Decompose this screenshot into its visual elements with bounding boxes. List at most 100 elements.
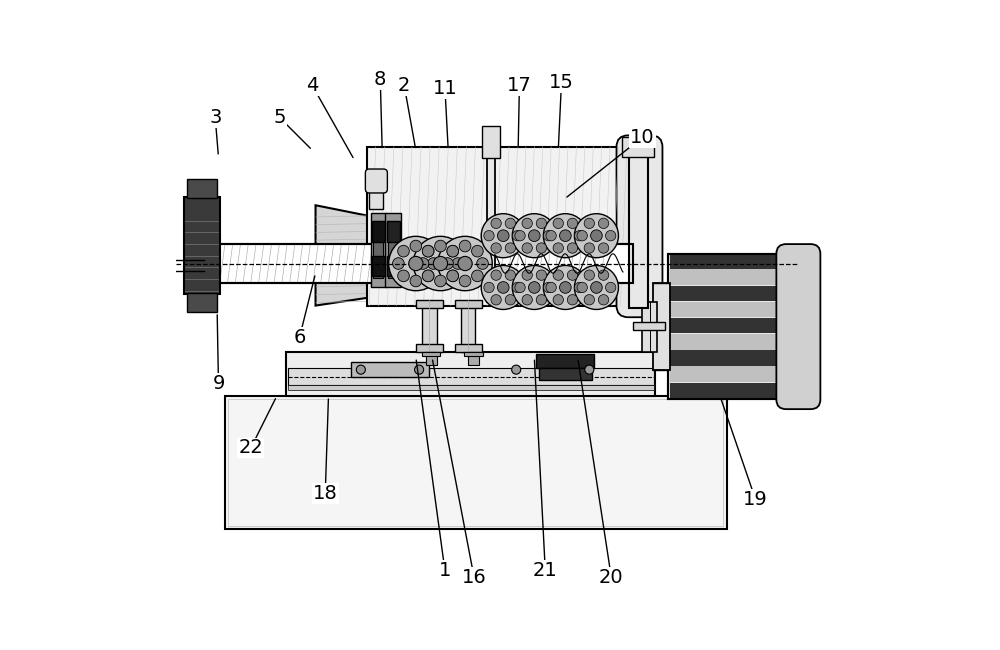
Bar bbox=[464, 352, 483, 356]
Bar bbox=[351, 362, 429, 377]
Bar bbox=[668, 254, 788, 400]
Circle shape bbox=[433, 256, 448, 270]
Circle shape bbox=[543, 214, 587, 257]
Circle shape bbox=[417, 257, 429, 269]
Circle shape bbox=[415, 365, 424, 374]
Circle shape bbox=[409, 256, 423, 270]
Text: 18: 18 bbox=[313, 484, 338, 503]
Circle shape bbox=[422, 270, 434, 281]
Circle shape bbox=[435, 240, 446, 252]
Bar bbox=[184, 197, 220, 294]
Circle shape bbox=[536, 270, 547, 280]
Bar bbox=[385, 213, 401, 287]
Circle shape bbox=[447, 270, 459, 281]
Circle shape bbox=[546, 231, 556, 241]
Circle shape bbox=[577, 231, 587, 241]
Text: 19: 19 bbox=[743, 490, 768, 509]
Circle shape bbox=[491, 270, 501, 280]
Circle shape bbox=[543, 282, 554, 293]
Circle shape bbox=[422, 270, 434, 281]
Circle shape bbox=[512, 214, 556, 257]
Bar bbox=[225, 396, 727, 529]
Text: 8: 8 bbox=[374, 70, 386, 88]
Bar bbox=[455, 300, 482, 308]
Bar bbox=[286, 352, 655, 396]
Circle shape bbox=[522, 294, 532, 305]
Circle shape bbox=[428, 257, 439, 269]
Circle shape bbox=[422, 245, 434, 257]
Circle shape bbox=[491, 218, 501, 229]
Circle shape bbox=[522, 243, 532, 254]
Circle shape bbox=[553, 294, 563, 305]
Circle shape bbox=[528, 281, 540, 293]
Circle shape bbox=[598, 294, 609, 305]
Bar bbox=[416, 344, 443, 352]
Text: 11: 11 bbox=[433, 79, 457, 98]
Bar bbox=[371, 213, 386, 287]
Circle shape bbox=[505, 294, 516, 305]
Circle shape bbox=[598, 270, 609, 280]
Circle shape bbox=[497, 281, 509, 293]
Circle shape bbox=[512, 231, 523, 241]
Circle shape bbox=[484, 282, 494, 293]
Bar bbox=[373, 222, 383, 278]
Bar bbox=[482, 125, 500, 158]
Circle shape bbox=[522, 270, 532, 280]
Circle shape bbox=[481, 214, 525, 257]
Circle shape bbox=[574, 231, 585, 241]
Circle shape bbox=[536, 294, 547, 305]
Circle shape bbox=[560, 281, 571, 293]
Circle shape bbox=[447, 245, 459, 257]
Polygon shape bbox=[316, 205, 380, 306]
Bar bbox=[468, 352, 479, 365]
Circle shape bbox=[512, 282, 523, 293]
Bar bbox=[461, 302, 475, 352]
Circle shape bbox=[574, 265, 618, 309]
Circle shape bbox=[574, 214, 618, 257]
Circle shape bbox=[598, 218, 609, 229]
Bar bbox=[622, 137, 654, 157]
Circle shape bbox=[459, 275, 471, 287]
FancyBboxPatch shape bbox=[616, 135, 662, 317]
Circle shape bbox=[410, 240, 422, 252]
FancyBboxPatch shape bbox=[365, 169, 387, 193]
Bar bbox=[629, 146, 648, 307]
Circle shape bbox=[447, 245, 459, 257]
Text: 22: 22 bbox=[238, 439, 263, 458]
Circle shape bbox=[522, 218, 532, 229]
Circle shape bbox=[584, 218, 594, 229]
Bar bbox=[228, 400, 723, 526]
Circle shape bbox=[528, 230, 540, 242]
Circle shape bbox=[605, 282, 616, 293]
Text: 2: 2 bbox=[398, 76, 410, 95]
Circle shape bbox=[481, 265, 525, 309]
Bar bbox=[670, 383, 787, 398]
Bar bbox=[367, 147, 500, 306]
Circle shape bbox=[447, 270, 459, 281]
Bar bbox=[670, 253, 787, 268]
Circle shape bbox=[553, 218, 563, 229]
Circle shape bbox=[438, 237, 492, 291]
Text: 15: 15 bbox=[549, 73, 574, 92]
Circle shape bbox=[543, 231, 554, 241]
Circle shape bbox=[472, 245, 483, 257]
Circle shape bbox=[560, 230, 571, 242]
Bar bbox=[536, 354, 594, 369]
Bar bbox=[492, 147, 635, 306]
Circle shape bbox=[574, 282, 585, 293]
Bar bbox=[670, 318, 787, 333]
Circle shape bbox=[398, 245, 409, 257]
Circle shape bbox=[491, 294, 501, 305]
Circle shape bbox=[553, 243, 563, 254]
Bar bbox=[670, 367, 787, 382]
Circle shape bbox=[393, 257, 404, 269]
Circle shape bbox=[477, 257, 488, 269]
Circle shape bbox=[389, 237, 443, 291]
Bar bbox=[653, 283, 670, 370]
Circle shape bbox=[505, 218, 516, 229]
Circle shape bbox=[512, 365, 521, 374]
Bar bbox=[487, 150, 495, 302]
Text: 17: 17 bbox=[507, 76, 532, 95]
Circle shape bbox=[536, 243, 547, 254]
Bar bbox=[187, 292, 217, 312]
